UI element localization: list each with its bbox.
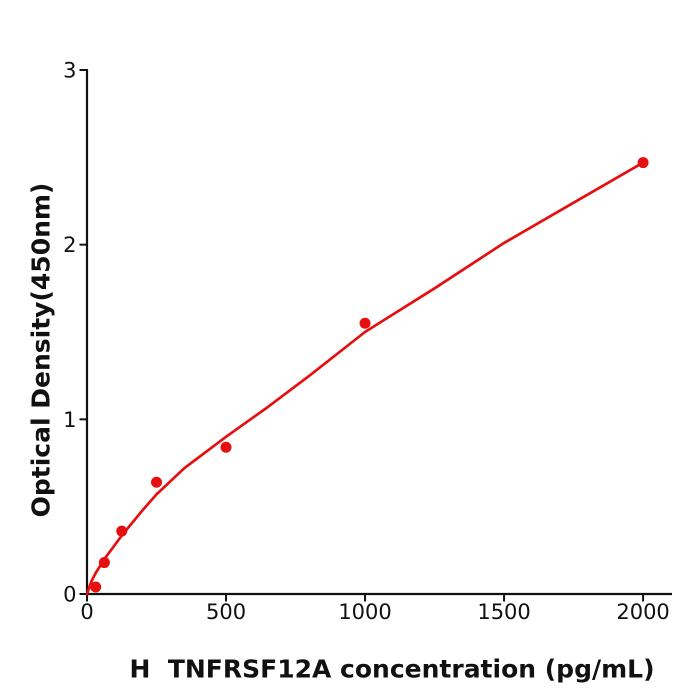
axes-spines — [85, 69, 672, 596]
x-tick-label: 1000 — [338, 600, 391, 624]
y-tick-label: 3 — [63, 59, 76, 83]
data-point — [90, 581, 102, 593]
fit-curve — [85, 161, 645, 596]
y-tick-label: 1 — [63, 408, 76, 432]
data-point — [359, 317, 371, 329]
data-point — [116, 525, 128, 537]
x-tick-label: 1500 — [477, 600, 530, 624]
data-point — [637, 157, 649, 169]
data-point — [220, 441, 232, 453]
y-axis-title: Optical Density(450nm) — [26, 182, 56, 518]
x-tick-label: 2000 — [616, 600, 669, 624]
x-tick-label: 500 — [206, 600, 246, 624]
y-tick-label: 2 — [63, 233, 76, 257]
y-tick-label: 0 — [63, 583, 76, 607]
data-point — [151, 476, 163, 488]
x-tick-label: 0 — [80, 600, 93, 624]
data-point — [98, 557, 110, 569]
x-axis-title: H TNFRSF12A concentration (pg/mL) — [129, 654, 655, 684]
